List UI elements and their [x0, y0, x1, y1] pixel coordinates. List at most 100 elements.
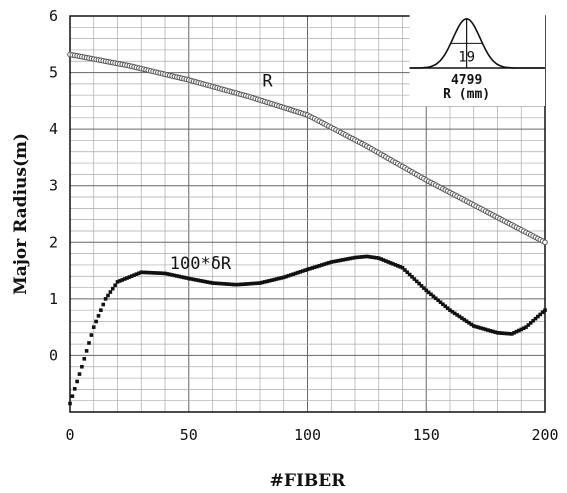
delta-r-data-point: [419, 284, 424, 288]
delta-r-data-point: [248, 281, 253, 286]
delta-r-data-point: [77, 372, 82, 376]
delta-r-data-point: [405, 270, 410, 275]
delta-r-data-point: [284, 274, 288, 279]
delta-r-data-point: [329, 260, 334, 264]
delta-r-data-point: [177, 274, 182, 279]
delta-r-data-point: [122, 277, 127, 281]
delta-r-data-point: [253, 281, 258, 286]
delta-r-data-point: [113, 283, 117, 288]
delta-r-data-point: [82, 357, 87, 361]
delta-r-data-point: [208, 280, 212, 285]
delta-r-data-point: [526, 323, 531, 327]
delta-r-data-point: [495, 331, 500, 335]
delta-r-data-point: [324, 261, 329, 266]
delta-r-data-point: [267, 278, 272, 283]
delta-r-data-point: [144, 270, 148, 275]
delta-r-data-point: [201, 279, 205, 284]
delta-r-data-point: [213, 281, 217, 285]
delta-r-data-point: [336, 258, 341, 263]
delta-r-data-point: [205, 280, 210, 284]
inset-peak-label: 19: [458, 49, 475, 65]
delta-r-data-point: [493, 330, 497, 334]
delta-r-data-point: [203, 279, 208, 284]
delta-r-data-point: [229, 282, 234, 287]
delta-r-data-point: [348, 256, 353, 261]
delta-r-data-point: [175, 274, 179, 278]
delta-r-data-point: [243, 282, 248, 286]
delta-r-data-point: [422, 286, 426, 290]
axis-ticks: 0 50 100 150 200 0 1 2 3 4 5 6: [49, 7, 559, 444]
delta-r-data-point: [80, 364, 84, 369]
delta-r-data-point: [298, 270, 303, 274]
delta-r-data-point: [509, 332, 514, 336]
delta-r-data-point: [70, 394, 75, 398]
delta-r-data-point: [125, 276, 129, 280]
delta-r-data-point: [531, 318, 535, 323]
x-tick-label: 100: [294, 426, 321, 444]
delta-r-data-point: [158, 271, 163, 275]
delta-r-data-point: [448, 308, 452, 312]
delta-r-data-point: [410, 274, 414, 279]
delta-r-data-point: [452, 311, 457, 316]
delta-r-data-point: [281, 275, 286, 280]
delta-r-data-point: [186, 276, 191, 281]
delta-r-data-point: [441, 302, 445, 307]
delta-r-data-point: [386, 260, 391, 264]
delta-r-data-point: [338, 258, 343, 263]
delta-r-data-point: [120, 278, 125, 282]
delta-r-data-point: [528, 321, 533, 325]
delta-r-data-point: [521, 326, 526, 331]
delta-r-data-point: [163, 271, 167, 276]
delta-r-data-point: [479, 326, 483, 330]
delta-r-data-point: [319, 263, 324, 267]
delta-r-data-point: [417, 281, 421, 286]
delta-r-data-point: [170, 273, 174, 277]
delta-r-data-point: [433, 296, 438, 301]
y-tick-label: 6: [49, 7, 58, 25]
delta-r-data-point: [99, 308, 103, 312]
delta-r-data-point: [234, 282, 239, 287]
delta-r-data-point: [274, 277, 279, 281]
delta-r-data-point: [153, 271, 158, 275]
y-tick-label: 4: [49, 120, 58, 138]
delta-r-data-point: [198, 278, 203, 283]
delta-r-data-point: [467, 321, 471, 325]
delta-r-data-point: [115, 280, 120, 284]
delta-r-data-point: [343, 257, 348, 262]
delta-r-data-point: [293, 271, 298, 276]
delta-r-data-point: [272, 277, 277, 282]
delta-r-data-point: [412, 277, 417, 281]
delta-r-data-point: [141, 270, 146, 275]
y-tick-label: 2: [49, 233, 58, 251]
delta-r-data-point: [308, 266, 312, 271]
delta-r-data-point: [146, 270, 151, 275]
delta-r-data-point: [536, 314, 540, 319]
delta-r-data-point: [310, 266, 315, 270]
delta-r-data-point: [424, 288, 429, 293]
delta-r-data-point: [429, 292, 433, 297]
inset-center-value: 4799: [451, 73, 482, 88]
delta-r-data-point: [151, 271, 155, 275]
delta-r-data-point: [538, 312, 543, 317]
delta-r-data-point: [303, 268, 307, 273]
delta-r-data-point: [87, 341, 91, 345]
delta-r-data-point: [312, 265, 317, 270]
delta-r-data-point: [156, 271, 160, 275]
delta-r-data-point: [514, 329, 519, 334]
delta-r-data-point: [106, 293, 110, 298]
delta-r-data-point: [305, 267, 310, 272]
delta-r-data-point: [110, 286, 115, 291]
delta-r-data-point: [407, 272, 412, 277]
delta-r-data-point: [96, 314, 101, 318]
delta-r-data-point: [395, 264, 400, 268]
delta-r-data-point: [246, 282, 250, 286]
delta-r-data-point: [365, 254, 369, 259]
delta-r-data-point: [393, 263, 398, 267]
delta-r-data-point: [94, 319, 98, 324]
delta-r-data-point: [220, 281, 224, 286]
x-tick-label: 0: [65, 426, 74, 444]
delta-r-data-point: [488, 328, 493, 333]
delta-r-data-point: [251, 281, 255, 286]
delta-r-data-point: [462, 317, 467, 322]
